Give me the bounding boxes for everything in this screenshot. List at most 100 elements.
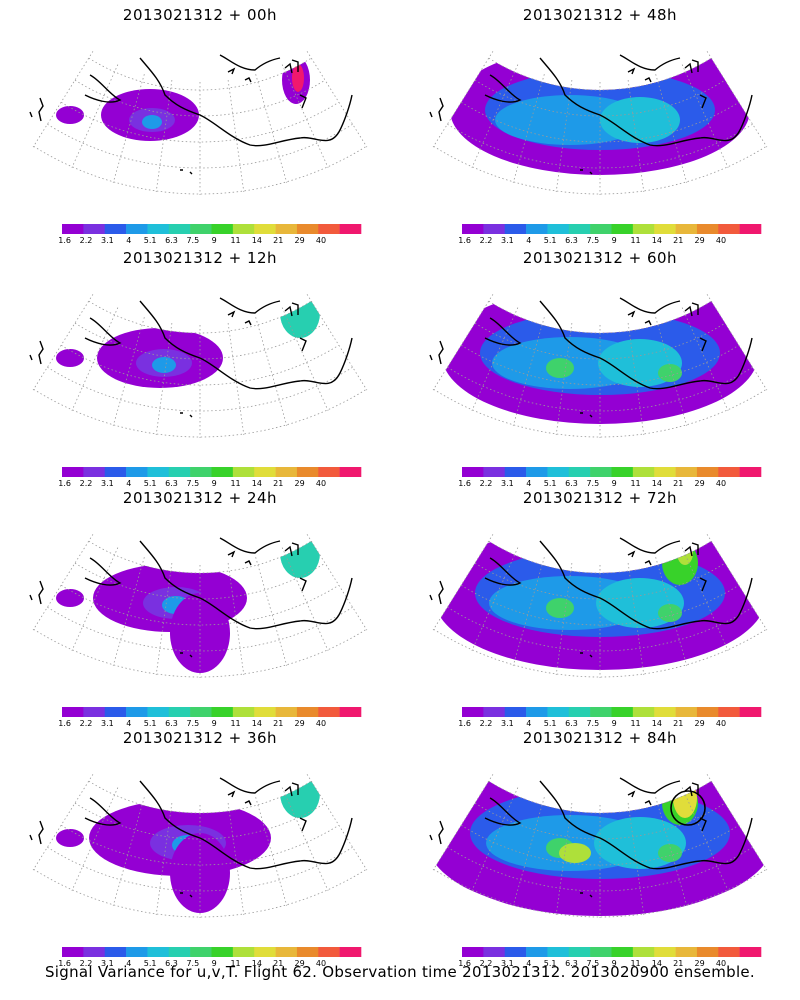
colorbar: 1.6 2.2 3.1 4 5.1 6.3 7.5 9 11 14 21 29 40: [458, 467, 762, 488]
colorbar-swatch: [296, 467, 319, 477]
colorbar-label: 9: [612, 959, 617, 968]
map-canvas: 1.6 2.2 3.1 4 5.1 6.3 7.5 9 11 14 21 29 40: [429, 294, 768, 488]
graticule: [32, 534, 368, 678]
highlight-circle: [670, 790, 706, 826]
coastline: [29, 54, 353, 175]
colorbar-label: 11: [230, 479, 240, 488]
colorbar-label: 11: [630, 959, 640, 968]
colorbar-swatch: [168, 224, 191, 234]
colorbar-label: 14: [652, 479, 662, 488]
colorbar-label: 21: [673, 479, 683, 488]
colorbar-swatch: [147, 947, 170, 957]
colorbar-swatch: [611, 707, 634, 717]
field-teal: [280, 301, 320, 338]
colorbar-label: 6.3: [165, 479, 178, 488]
colorbar-swatch: [275, 707, 298, 717]
colorbar-swatch: [526, 224, 548, 234]
colorbar-label: 6.3: [565, 959, 578, 968]
colorbar-swatch: [718, 224, 740, 234]
colorbar-swatch: [147, 224, 170, 234]
colorbar-swatch: [739, 467, 762, 477]
field-purple: [56, 589, 84, 607]
colorbar-label: 7.5: [186, 479, 199, 488]
colorbar-label: 40: [316, 959, 326, 968]
colorbar-swatch: [632, 707, 655, 717]
colorbar-label: 29: [295, 719, 305, 728]
colorbar-swatch: [232, 467, 255, 477]
colorbar-label: 11: [230, 236, 240, 245]
colorbar-label: 2.2: [80, 479, 93, 488]
field-green: [546, 358, 574, 378]
graticule: [32, 51, 368, 195]
colorbar-swatch: [104, 947, 127, 957]
colorbar-swatch: [254, 224, 276, 234]
colorbar-swatch: [483, 947, 506, 957]
colorbar-label: 9: [612, 236, 617, 245]
graticule: [432, 51, 768, 195]
colorbar-label: 21: [273, 236, 283, 245]
colorbar-label: 3.1: [501, 959, 514, 968]
colorbar-label: 7.5: [586, 959, 599, 968]
colorbar-label: 1.6: [58, 719, 71, 728]
colorbar-swatch: [211, 467, 234, 477]
field-purple: [56, 106, 84, 124]
colorbar-label: 14: [252, 236, 262, 245]
figure-caption: Signal Variance for u,v,T. Flight 62. Ob…: [44, 963, 756, 981]
colorbar-swatch: [339, 947, 362, 957]
colorbar-label: 3.1: [501, 479, 514, 488]
colorbar-label: 5.1: [544, 479, 557, 488]
colorbar-swatch: [675, 947, 698, 957]
colorbar-label: 6.3: [165, 719, 178, 728]
colorbar-label: 1.6: [58, 479, 71, 488]
colorbar-swatch: [339, 467, 362, 477]
colorbar-label: 7.5: [586, 719, 599, 728]
panel-title: 2013021312 + 24h: [122, 489, 278, 507]
colorbar-label: 7.5: [186, 719, 199, 728]
colorbar-swatch: [275, 947, 298, 957]
colorbar-swatch: [254, 467, 276, 477]
colorbar-label: 4: [526, 959, 531, 968]
colorbar-swatch: [126, 467, 148, 477]
colorbar-swatch: [611, 224, 634, 234]
colorbar-swatch: [654, 707, 676, 717]
colorbar-swatch: [232, 224, 255, 234]
colorbar-swatch: [504, 707, 527, 717]
colorbar-swatch: [147, 467, 170, 477]
colorbar-label: 6.3: [165, 236, 178, 245]
colorbar-swatch: [739, 947, 762, 957]
colorbar-label: 40: [316, 719, 326, 728]
colorbar-label: 1.6: [58, 236, 71, 245]
colorbar-swatch: [611, 947, 634, 957]
colorbar-label: 21: [673, 959, 683, 968]
colorbar-label: 7.5: [586, 236, 599, 245]
colorbar-label: 21: [673, 719, 683, 728]
colorbar-label: 1.6: [458, 959, 471, 968]
field-teal: [280, 541, 320, 578]
colorbar-label: 5.1: [144, 719, 157, 728]
field-yellowgreen: [559, 843, 591, 863]
colorbar-swatch: [504, 947, 527, 957]
colorbar-swatch: [462, 467, 484, 477]
colorbar-label: 11: [630, 236, 640, 245]
colorbar-swatch: [654, 224, 676, 234]
colorbar-swatch: [83, 224, 106, 234]
field-cyan: [152, 357, 176, 373]
colorbar-swatch: [739, 707, 762, 717]
panel-title: 2013021312 + 48h: [522, 6, 678, 24]
colorbar-label: 3.1: [101, 479, 114, 488]
colorbar-label: 40: [716, 719, 726, 728]
coastline: [29, 297, 353, 418]
colorbar-swatch: [62, 947, 84, 957]
colorbar-label: 29: [695, 479, 705, 488]
colorbar-label: 9: [212, 236, 217, 245]
field-green: [658, 364, 682, 382]
colorbar-label: 7.5: [186, 236, 199, 245]
colorbar-swatch: [462, 224, 484, 234]
colorbar-label: 5.1: [144, 959, 157, 968]
colorbar-swatch: [568, 947, 591, 957]
variance-field: [56, 541, 320, 673]
colorbar-swatch: [190, 224, 212, 234]
colorbar-swatch: [254, 707, 276, 717]
colorbar-label: 40: [716, 959, 726, 968]
colorbar-label: 14: [652, 236, 662, 245]
